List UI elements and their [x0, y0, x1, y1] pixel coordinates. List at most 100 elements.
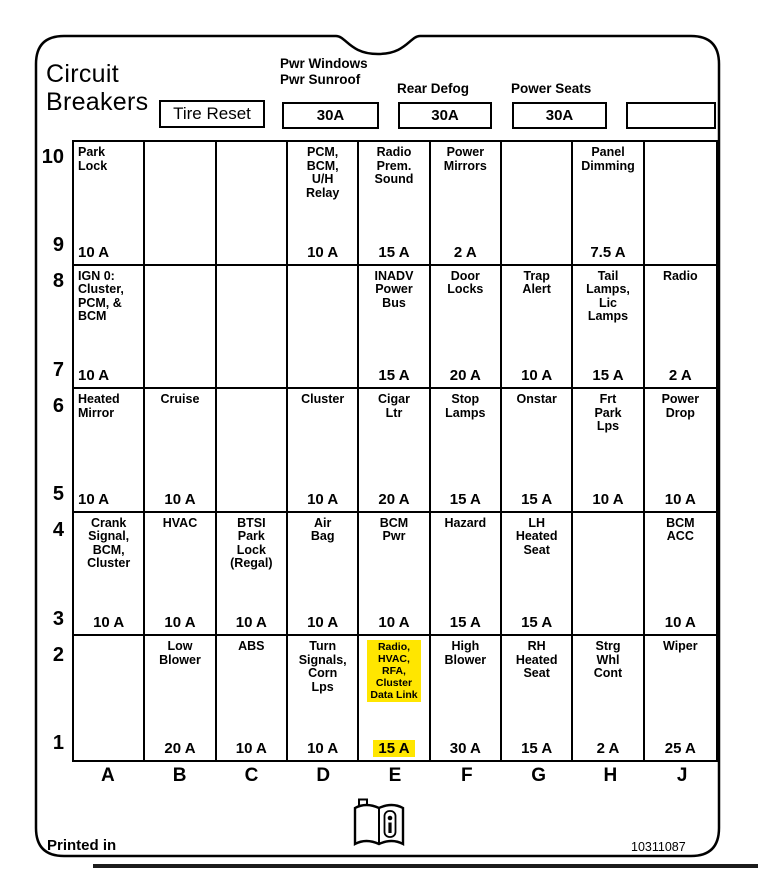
fuse-amps: 10 A [307, 490, 339, 508]
fuse-label: BTSI Park Lock (Regal) [230, 515, 273, 571]
fuse-cell: BCM ACC 10 A [644, 513, 716, 637]
fuse-cell [644, 142, 716, 266]
fuse-amps: 10 A [307, 243, 339, 261]
fuse-label: Strg Whl Cont [593, 639, 623, 681]
row-number-7: 7 [52, 359, 64, 381]
fuse-cell: IGN 0: Cluster, PCM, & BCM 10 A [74, 265, 146, 390]
breaker-label-rear-defog: Rear Defog [397, 81, 470, 96]
fuse-label: Trap Alert [522, 268, 551, 297]
fuse-cell [573, 512, 645, 637]
fuse-cell: High Blower 30 A [431, 636, 502, 760]
breaker-box-empty [626, 102, 716, 129]
fuse-label: Park Lock [78, 145, 108, 173]
fuse-amps: 10 A [378, 614, 410, 632]
fuse-cell: RH Heated Seat 15 A [502, 636, 574, 760]
fuse-cell: Stop Lamps 15 A [430, 389, 502, 513]
fuse-cell: Frt Park Lps 10 A [573, 389, 645, 513]
row-number-3: 3 [52, 608, 64, 630]
column-letters: A B C D E F G H J [72, 765, 718, 787]
fuse-cell: Trap Alert 10 A [502, 265, 574, 390]
fuse-cell [288, 265, 360, 390]
fuse-label: ABS [238, 639, 265, 654]
fuse-cell: PCM, BCM, U/H Relay 10 A [288, 142, 360, 266]
fuse-amps: 15 A [449, 490, 481, 508]
fuse-label: BCM ACC [666, 515, 695, 544]
row-number-1: 1 [52, 732, 64, 754]
fuse-label: Power Drop [661, 392, 700, 420]
fuse-cell [145, 142, 217, 266]
fuse-cell: BTSI Park Lock (Regal) 10 A [216, 512, 288, 637]
row-number-6: 6 [52, 395, 64, 417]
column-letter-a: A [101, 765, 115, 786]
fuse-cell: INADV Power Bus 15 A [359, 265, 431, 390]
fuse-amps: 15 A [521, 614, 553, 632]
fuse-cell: Radio Prem. Sound 15 A [359, 142, 431, 266]
fuse-amps: 2 A [596, 739, 620, 757]
fuse-label: Air Bag [310, 515, 335, 544]
fuse-label: Radio, HVAC, RFA, Cluster Data Link [367, 640, 421, 703]
fuse-cell: Wiper 25 A [645, 636, 716, 760]
fuse-amps: 20 A [378, 490, 410, 508]
fuse-cell: Turn Signals, Corn Lps 10 A [288, 636, 360, 760]
row-number-9: 9 [52, 234, 64, 256]
fuse-label: Wiper [663, 639, 698, 654]
fuse-amps: 10 A [78, 490, 110, 508]
fuse-cell: Panel Dimming 7.5 A [573, 142, 645, 266]
fuse-label: Panel Dimming [581, 145, 635, 173]
fuse-label: IGN 0: Cluster, PCM, & BCM [78, 268, 124, 324]
fuse-amps: 15 A [373, 739, 415, 757]
fuse-cell: Cigar Ltr 20 A [359, 389, 431, 513]
owners-manual-book-icon [353, 798, 405, 847]
fuse-amps: 10 A [164, 490, 196, 508]
fuse-label: Radio [662, 268, 698, 283]
fuse-cell: Crank Signal, BCM, Cluster 10 A [74, 512, 146, 637]
breaker-amps: 30A [431, 107, 459, 124]
fuse-label: Cigar Ltr [378, 392, 410, 420]
fuse-amps: 15 A [521, 490, 553, 508]
column-letter-d: D [316, 765, 331, 786]
breaker-amps: 30A [316, 107, 345, 124]
fuse-amps: 10 A [235, 739, 267, 757]
breaker-label-pwr-windows: Pwr Windows Pwr Sunroof [280, 56, 368, 87]
breaker-box-power-seats: 30A [512, 102, 607, 129]
fuse-label: HVAC [162, 515, 198, 530]
breaker-amps: 30A [545, 107, 574, 124]
fuse-amps: 10 A [78, 367, 110, 385]
bottom-scan-line [93, 864, 758, 868]
column-letter-f: F [460, 765, 473, 786]
fuse-cell: ABS 10 A [217, 636, 288, 760]
fuse-amps: 10 A [521, 367, 553, 385]
fuse-label: Frt Park Lps [594, 392, 622, 434]
breaker-label-power-seats: Power Seats [511, 81, 592, 96]
fuse-label: Cluster [301, 392, 345, 407]
fuse-cell [74, 636, 146, 760]
fuse-cell: HVAC 10 A [145, 512, 217, 637]
fuse-cell-highlighted: Radio, HVAC, RFA, Cluster Data Link 15 A [359, 636, 431, 760]
fuse-amps: 7.5 A [590, 243, 626, 261]
fuse-cell: Cruise 10 A [145, 389, 217, 513]
column-letter-c: C [244, 765, 259, 786]
fuse-label: Cruise [160, 392, 200, 407]
fuse-amps: 15 A [449, 614, 481, 632]
fuse-cell: Strg Whl Cont 2 A [573, 636, 645, 760]
fuse-cell [216, 265, 288, 390]
fuse-amps: 15 A [592, 367, 624, 385]
fuse-cell: Heated Mirror 10 A [74, 389, 146, 513]
row-number-2: 2 [52, 644, 64, 666]
fuse-amps: 2 A [668, 367, 692, 385]
fuse-amps: 15 A [378, 243, 410, 261]
fuse-cell [145, 265, 217, 390]
fuse-amps: 25 A [664, 739, 696, 757]
fuse-amps: 10 A [307, 739, 339, 757]
tire-reset-label: Tire Reset [173, 104, 251, 123]
fuse-label: Hazard [444, 515, 487, 530]
fuse-cell: Door Locks 20 A [430, 265, 502, 390]
fuse-amps: 10 A [307, 614, 339, 632]
row-number-8: 8 [52, 270, 64, 292]
fuse-amps: 2 A [453, 243, 477, 261]
fuse-label: LH Heated Seat [515, 515, 558, 557]
column-letter-j: J [676, 765, 688, 786]
fuse-label: Crank Signal, BCM, Cluster [87, 515, 131, 571]
fuse-amps: 10 A [164, 614, 196, 632]
